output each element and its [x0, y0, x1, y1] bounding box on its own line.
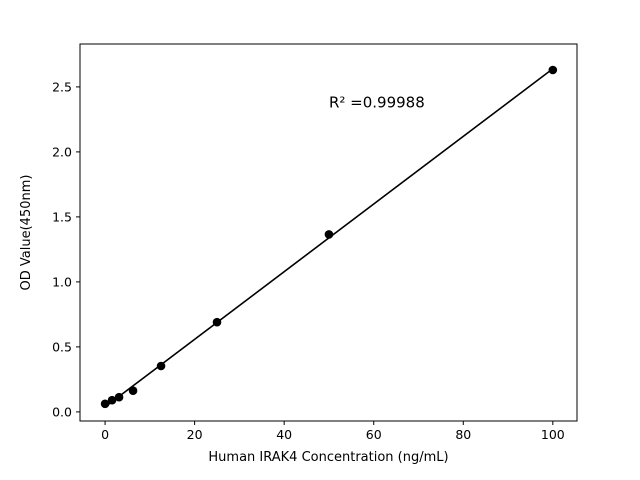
data-point	[212, 317, 222, 327]
x-tick-label: 60	[366, 427, 382, 442]
data-point	[324, 230, 334, 239]
data-point	[114, 392, 124, 402]
y-tick-label: 1.0	[52, 274, 72, 289]
y-tick-label: 2.0	[52, 144, 72, 159]
x-tick-label: 100	[541, 427, 565, 442]
x-tick-label: 20	[187, 427, 203, 442]
data-point	[100, 399, 110, 409]
y-tick-label: 0.5	[52, 339, 72, 354]
plot-border	[79, 43, 578, 422]
x-tick-label: 80	[455, 427, 471, 442]
data-point	[128, 386, 138, 396]
x-tick-label: 40	[276, 427, 292, 442]
data-point	[156, 361, 166, 371]
x-tick-label: 0	[101, 427, 109, 442]
y-tick-label: 1.5	[52, 209, 72, 224]
y-axis-label: OD Value(450nm)	[19, 175, 34, 291]
data-point	[548, 65, 558, 75]
y-tick-label: 0.0	[52, 404, 72, 419]
data-point	[107, 395, 117, 405]
r-squared-annotation: R² =0.99988	[329, 94, 425, 112]
x-axis-label: Human IRAK4 Concentration (ng/mL)	[208, 450, 448, 465]
y-tick-label: 2.5	[52, 79, 72, 94]
